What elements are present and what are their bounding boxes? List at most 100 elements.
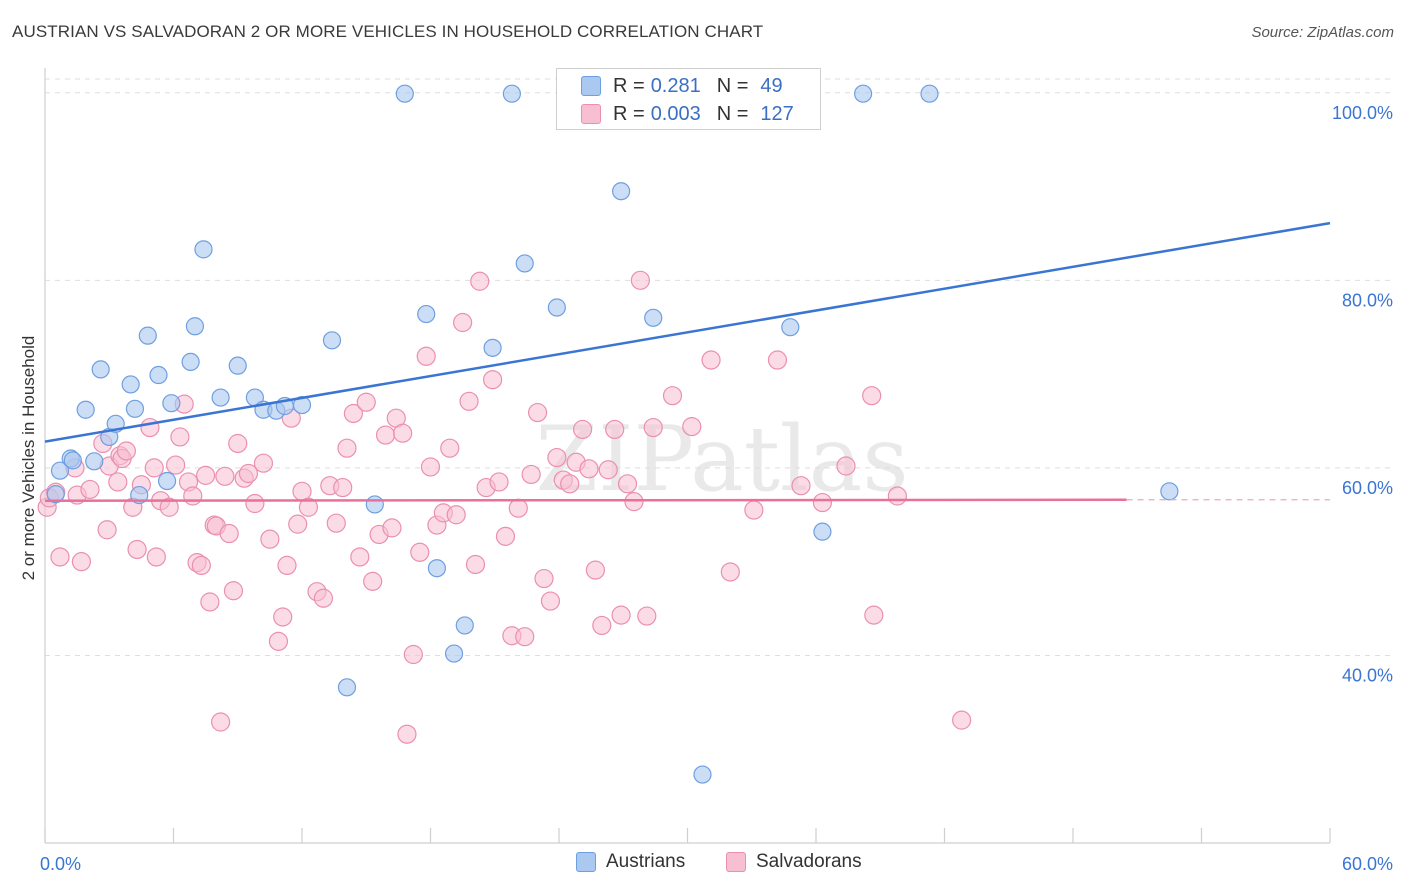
salvadoran-point bbox=[170, 427, 190, 447]
salvadoran-point bbox=[238, 463, 259, 484]
austrians-legend-swatch bbox=[576, 852, 596, 872]
y-tick-label: 100.0% bbox=[1332, 103, 1393, 123]
legend-item-salvadorans: Salvadorans bbox=[726, 851, 862, 873]
salvadoran-point bbox=[446, 505, 466, 525]
chart-title: AUSTRIAN VS SALVADORAN 2 OR MORE VEHICLE… bbox=[12, 22, 764, 41]
salvadoran-point bbox=[337, 438, 357, 458]
salvadoran-point bbox=[630, 270, 650, 290]
salvadorans-legend-label: Salvadorans bbox=[756, 851, 862, 872]
salvadoran-point bbox=[952, 710, 972, 730]
austrian-point bbox=[854, 84, 873, 103]
austrians-n-value: 49 bbox=[760, 74, 783, 97]
salvadoran-point bbox=[521, 464, 541, 485]
salvadoran-point bbox=[245, 493, 265, 514]
salvadoran-point bbox=[465, 554, 486, 575]
salvadoran-point bbox=[403, 644, 423, 665]
grid-lines bbox=[45, 78, 1395, 656]
salvadoran-point bbox=[864, 605, 884, 625]
salvadoran-point bbox=[767, 350, 788, 370]
austrian-point bbox=[138, 326, 157, 345]
salvadorans-legend-swatch bbox=[726, 852, 746, 872]
salvadoran-point bbox=[273, 607, 293, 627]
salvadoran-point bbox=[50, 547, 70, 567]
salvadoran-point bbox=[701, 350, 721, 370]
salvadoran-point bbox=[410, 542, 430, 562]
salvadoran-point bbox=[624, 492, 644, 512]
salvadoran-point bbox=[862, 386, 882, 406]
austrians-swatch bbox=[581, 76, 601, 96]
austrian-point bbox=[76, 400, 95, 419]
austrians-r-value: 0.281 bbox=[650, 74, 701, 97]
salvadoran-point bbox=[326, 513, 346, 533]
austrian-point bbox=[781, 318, 800, 337]
salvadoran-point bbox=[662, 386, 683, 406]
salvadoran-point bbox=[343, 403, 363, 424]
y-tick-label: 60.0% bbox=[1342, 478, 1393, 498]
salvadorans-r-value: 0.003 bbox=[650, 102, 701, 125]
salvadoran-point bbox=[146, 547, 166, 567]
salvadoran-point bbox=[459, 391, 479, 411]
tick-labels: 40.0% 60.0% 80.0% 100.0% 0.0% 60.0% bbox=[40, 103, 1393, 874]
salvadoran-point bbox=[288, 514, 308, 534]
austrian-point bbox=[920, 84, 939, 103]
salvadoran-point bbox=[534, 568, 554, 589]
austrian-point bbox=[63, 451, 82, 470]
salvadoran-point bbox=[508, 498, 528, 518]
y-axis-label: 2 or more Vehicles in Household bbox=[19, 336, 38, 581]
salvadoran-point bbox=[440, 438, 460, 458]
austrian-point bbox=[50, 461, 70, 480]
salvadoran-point bbox=[333, 477, 353, 498]
salvadoran-point bbox=[382, 518, 402, 538]
r-label: R = bbox=[613, 102, 645, 125]
salvadorans-n-value: 127 bbox=[760, 102, 794, 125]
salvadoran-point bbox=[144, 458, 164, 478]
salvadoran-point bbox=[298, 497, 319, 517]
austrian-point bbox=[149, 365, 168, 385]
austrian-point bbox=[502, 84, 521, 103]
salvadoran-point bbox=[515, 627, 535, 647]
salvadoran-point bbox=[292, 481, 312, 501]
salvadoran-point bbox=[108, 472, 128, 492]
austrian-point bbox=[157, 471, 177, 491]
austrian-point bbox=[337, 678, 357, 697]
austrian-point bbox=[228, 356, 247, 375]
salvadoran-point bbox=[579, 459, 599, 479]
austrian-point bbox=[693, 765, 712, 784]
y-tick-label: 80.0% bbox=[1342, 290, 1393, 310]
salvadoran-point bbox=[183, 486, 203, 506]
austrian-point bbox=[483, 338, 502, 357]
salvadoran-point bbox=[313, 588, 334, 608]
n-label: N = bbox=[716, 74, 749, 97]
austrian-point bbox=[1160, 482, 1179, 501]
salvadoran-point bbox=[71, 552, 92, 572]
austrian-point bbox=[322, 331, 342, 350]
austrian-point bbox=[130, 485, 149, 505]
salvadoran-point bbox=[572, 419, 593, 440]
legend-row-salvadorans: R = 0.003 N = 127 bbox=[581, 100, 794, 128]
source-attribution: Source: ZipAtlas.com bbox=[1251, 24, 1394, 41]
salvadoran-point bbox=[483, 370, 503, 390]
salvadoran-point bbox=[215, 466, 235, 486]
r-label: R = bbox=[613, 74, 645, 97]
salvadoran-point bbox=[598, 460, 618, 480]
salvadoran-point bbox=[159, 497, 179, 517]
austrian-point bbox=[125, 399, 145, 418]
correlation-legend: R = 0.281 N = 49 R = 0.003 N = 127 bbox=[556, 68, 821, 130]
salvadoran-point bbox=[393, 423, 413, 443]
salvadoran-point bbox=[585, 560, 606, 580]
legend-row-austrians: R = 0.281 N = 49 bbox=[581, 72, 783, 100]
salvadoran-point bbox=[223, 581, 244, 601]
x-tick-label: 0.0% bbox=[40, 854, 81, 874]
salvadoran-point bbox=[397, 724, 417, 744]
salvadoran-point bbox=[375, 425, 396, 445]
salvadoran-point bbox=[547, 447, 567, 468]
salvadoran-point bbox=[420, 457, 441, 477]
y-tick-label: 40.0% bbox=[1342, 665, 1393, 685]
salvadoran-point bbox=[350, 547, 370, 567]
salvadoran-point bbox=[253, 453, 274, 473]
salvadoran-point bbox=[489, 472, 509, 492]
salvadoran-point bbox=[200, 592, 220, 612]
austrian-point bbox=[162, 394, 181, 413]
austrian-point bbox=[644, 308, 663, 327]
